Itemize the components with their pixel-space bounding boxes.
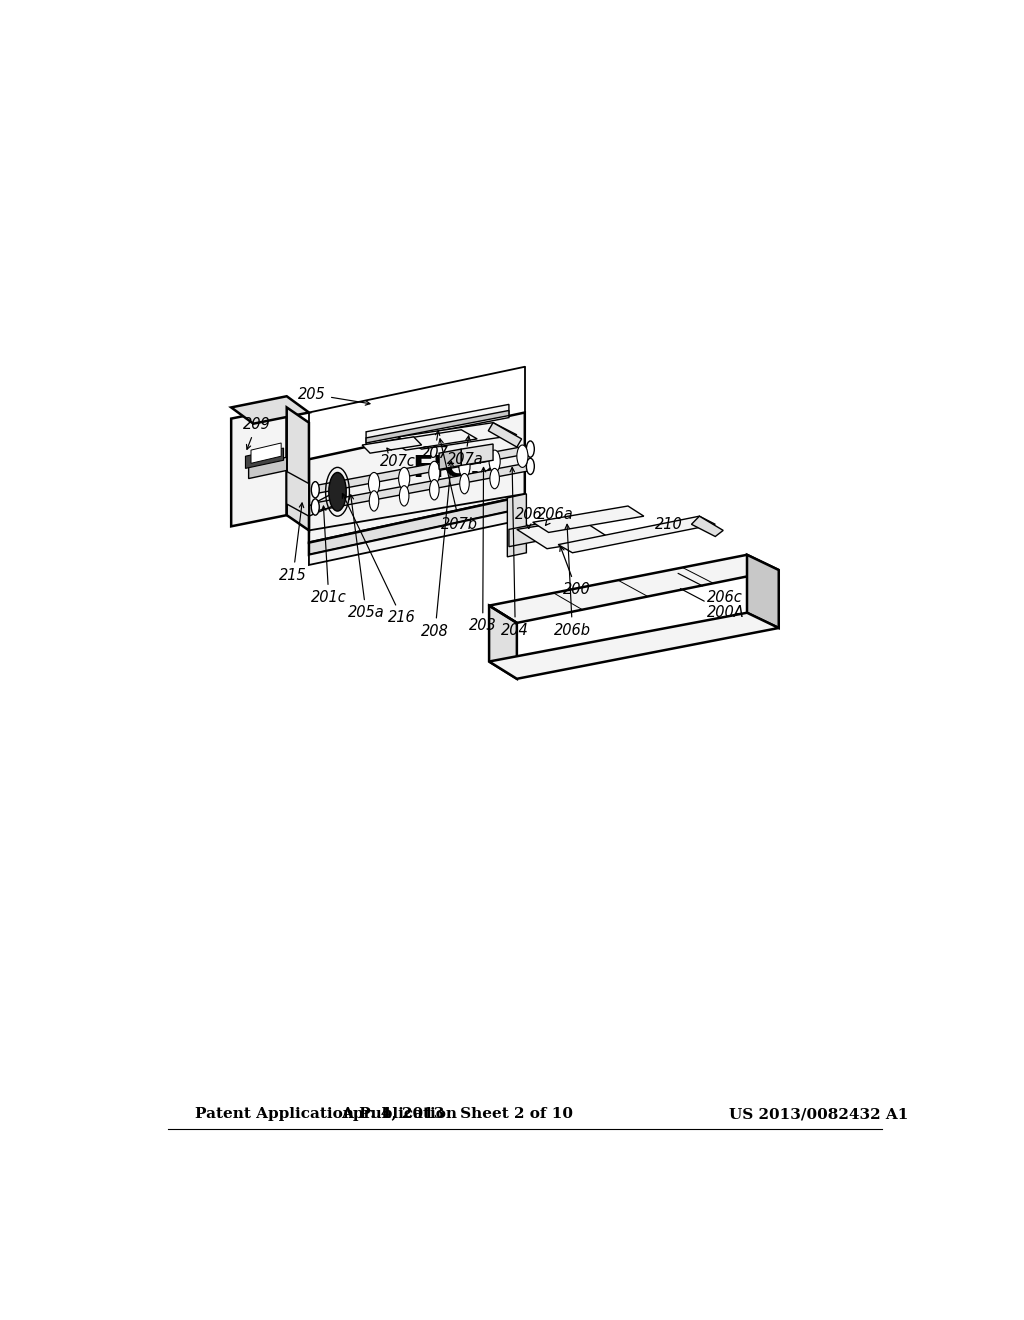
Polygon shape bbox=[439, 449, 461, 470]
Ellipse shape bbox=[526, 441, 535, 457]
Polygon shape bbox=[231, 408, 287, 527]
Polygon shape bbox=[249, 457, 287, 479]
Ellipse shape bbox=[430, 479, 439, 500]
Polygon shape bbox=[461, 444, 494, 466]
Polygon shape bbox=[362, 437, 422, 453]
Ellipse shape bbox=[526, 458, 535, 474]
Text: 206a: 206a bbox=[537, 507, 573, 525]
Text: 207a: 207a bbox=[446, 436, 483, 467]
Ellipse shape bbox=[489, 469, 500, 488]
Ellipse shape bbox=[399, 486, 409, 506]
Polygon shape bbox=[748, 554, 778, 628]
Polygon shape bbox=[390, 430, 477, 450]
Polygon shape bbox=[287, 471, 309, 516]
Ellipse shape bbox=[369, 473, 380, 495]
Ellipse shape bbox=[329, 473, 346, 511]
Text: 204: 204 bbox=[502, 467, 529, 638]
Ellipse shape bbox=[398, 467, 410, 490]
Text: 205a: 205a bbox=[348, 495, 384, 620]
Text: US 2013/0082432 A1: US 2013/0082432 A1 bbox=[729, 1107, 908, 1121]
Polygon shape bbox=[691, 516, 723, 536]
Polygon shape bbox=[532, 506, 644, 532]
Ellipse shape bbox=[311, 482, 319, 498]
Text: 206b: 206b bbox=[554, 524, 591, 638]
Text: 205: 205 bbox=[298, 387, 370, 405]
Text: 203: 203 bbox=[469, 467, 497, 634]
Polygon shape bbox=[246, 447, 284, 469]
Ellipse shape bbox=[429, 461, 440, 483]
Polygon shape bbox=[309, 508, 524, 565]
Polygon shape bbox=[231, 396, 309, 424]
Polygon shape bbox=[489, 612, 778, 678]
Text: 200A: 200A bbox=[680, 589, 745, 620]
Polygon shape bbox=[517, 519, 610, 549]
Polygon shape bbox=[509, 516, 577, 546]
Polygon shape bbox=[488, 422, 521, 447]
Polygon shape bbox=[489, 554, 778, 623]
Ellipse shape bbox=[311, 499, 319, 515]
Polygon shape bbox=[577, 516, 588, 540]
Polygon shape bbox=[489, 606, 517, 678]
Polygon shape bbox=[507, 494, 526, 557]
Ellipse shape bbox=[459, 455, 470, 478]
Text: Apr. 4, 2013   Sheet 2 of 10: Apr. 4, 2013 Sheet 2 of 10 bbox=[341, 1107, 573, 1121]
Ellipse shape bbox=[460, 474, 469, 494]
Ellipse shape bbox=[370, 491, 379, 511]
Polygon shape bbox=[287, 408, 309, 531]
Text: 207b: 207b bbox=[439, 438, 478, 532]
Text: 216: 216 bbox=[342, 494, 416, 626]
Polygon shape bbox=[367, 411, 509, 444]
Polygon shape bbox=[309, 496, 524, 554]
Text: 207c: 207c bbox=[380, 449, 416, 469]
Ellipse shape bbox=[489, 450, 500, 473]
Ellipse shape bbox=[517, 445, 528, 467]
Polygon shape bbox=[558, 516, 715, 553]
Text: 206: 206 bbox=[515, 507, 543, 528]
Text: Patent Application Publication: Patent Application Publication bbox=[196, 1107, 458, 1121]
Polygon shape bbox=[251, 444, 282, 463]
Polygon shape bbox=[367, 404, 509, 445]
Text: FIG.2: FIG.2 bbox=[413, 454, 503, 483]
Text: 210: 210 bbox=[655, 517, 683, 532]
Text: 207: 207 bbox=[421, 430, 449, 461]
Text: 206c: 206c bbox=[678, 573, 743, 605]
Polygon shape bbox=[314, 445, 531, 494]
Polygon shape bbox=[397, 422, 517, 449]
Polygon shape bbox=[309, 412, 524, 543]
Text: 215: 215 bbox=[280, 503, 307, 582]
Text: 201c: 201c bbox=[311, 506, 347, 605]
Text: 200: 200 bbox=[560, 546, 590, 597]
Text: 209: 209 bbox=[243, 417, 270, 449]
Polygon shape bbox=[314, 462, 531, 511]
Text: 208: 208 bbox=[421, 461, 454, 639]
